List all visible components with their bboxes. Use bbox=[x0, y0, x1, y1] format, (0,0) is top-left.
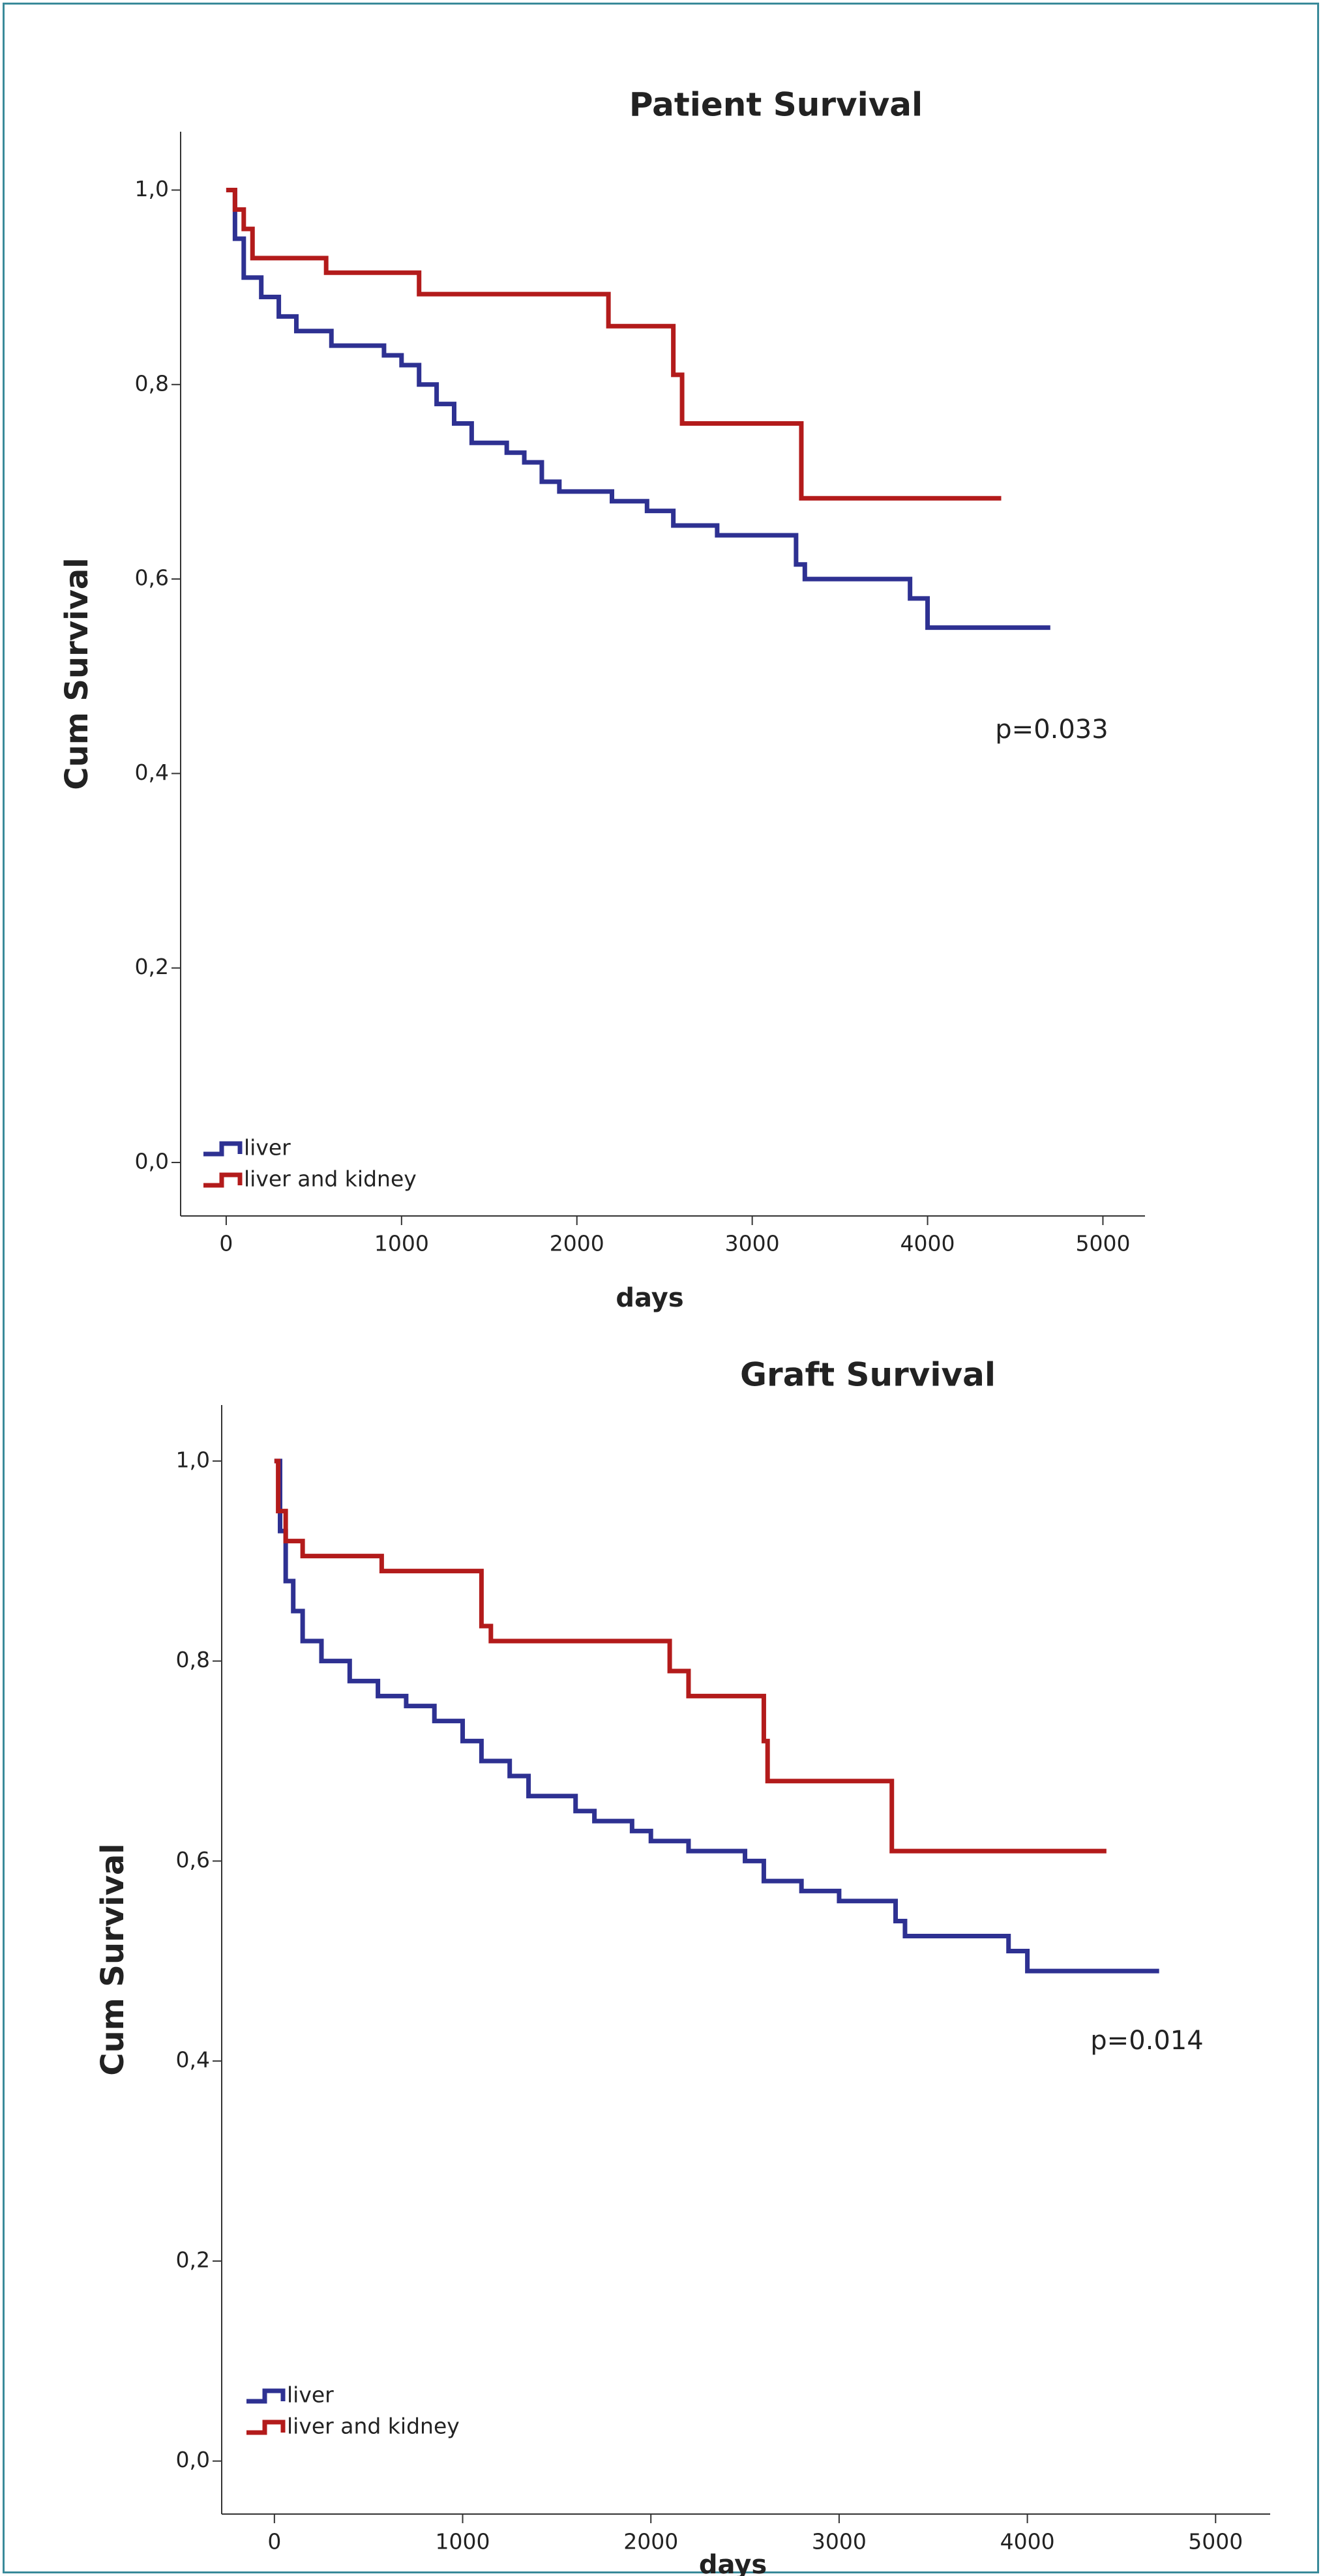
x-tick-label: 2000 bbox=[623, 2529, 678, 2554]
x-axis-label: days bbox=[699, 2550, 767, 2576]
y-tick-label: 0,8 bbox=[135, 370, 169, 396]
x-tick-label: 1000 bbox=[436, 2529, 490, 2554]
annotation: p=0.033 bbox=[995, 715, 1108, 745]
chart-panel: Patient Survival Cum Survival days p=0.033 0… bbox=[59, 86, 1145, 1313]
legend-swatch bbox=[203, 1141, 243, 1157]
y-tick-label: 1,0 bbox=[176, 1447, 210, 1472]
y-axis-label: Cum Survival bbox=[59, 557, 95, 790]
x-tick-label: 4000 bbox=[1000, 2529, 1055, 2554]
x-tick-label: 1000 bbox=[374, 1231, 429, 1256]
x-tick-label: 4000 bbox=[900, 1231, 955, 1256]
y-tick-label: 0,4 bbox=[176, 2047, 210, 2073]
y-tick-label: 0,0 bbox=[176, 2447, 210, 2472]
y-tick-label: 1,0 bbox=[135, 176, 169, 201]
legend-swatch bbox=[203, 1172, 243, 1188]
y-tick-label: 0,8 bbox=[176, 1647, 210, 1672]
x-tick-label: 3000 bbox=[725, 1231, 780, 1256]
survival-curve bbox=[226, 187, 1050, 630]
chart-title: Graft Survival bbox=[740, 1356, 996, 1394]
chart-panel: Graft Survival Cum Survival days p=0.014 0 10… bbox=[95, 1356, 1270, 2576]
legend-label: liver bbox=[244, 1135, 291, 1161]
y-tick-label: 0,6 bbox=[176, 1847, 210, 1873]
y-tick-label: 0,2 bbox=[135, 954, 169, 979]
y-axis-label: Cum Survival bbox=[95, 1843, 131, 2075]
legend-swatch bbox=[246, 2420, 286, 2435]
legend-label: liver and kidney bbox=[287, 2414, 460, 2439]
survival-curve bbox=[274, 1458, 1107, 1854]
y-tick-label: 0,0 bbox=[135, 1148, 169, 1174]
annotation: p=0.014 bbox=[1090, 2026, 1203, 2056]
y-tick-label: 0,6 bbox=[135, 565, 169, 591]
legend-swatch bbox=[246, 2388, 286, 2404]
x-tick-label: 0 bbox=[267, 2529, 281, 2554]
x-tick-label: 5000 bbox=[1188, 2529, 1243, 2554]
legend-label: liver and kidney bbox=[244, 1166, 417, 1192]
chart-title: Patient Survival bbox=[629, 86, 923, 124]
x-tick-label: 2000 bbox=[550, 1231, 604, 1256]
x-tick-label: 5000 bbox=[1075, 1231, 1130, 1256]
y-tick-label: 0,4 bbox=[135, 760, 169, 785]
x-tick-label: 0 bbox=[219, 1231, 233, 1256]
legend-label: liver bbox=[287, 2382, 334, 2408]
x-tick-label: 3000 bbox=[812, 2529, 867, 2554]
x-axis-label: days bbox=[616, 1283, 683, 1313]
survival-curve bbox=[274, 1458, 1159, 1974]
frame bbox=[3, 3, 1319, 2573]
y-tick-label: 0,2 bbox=[176, 2247, 210, 2272]
survival-curve bbox=[226, 187, 1002, 501]
